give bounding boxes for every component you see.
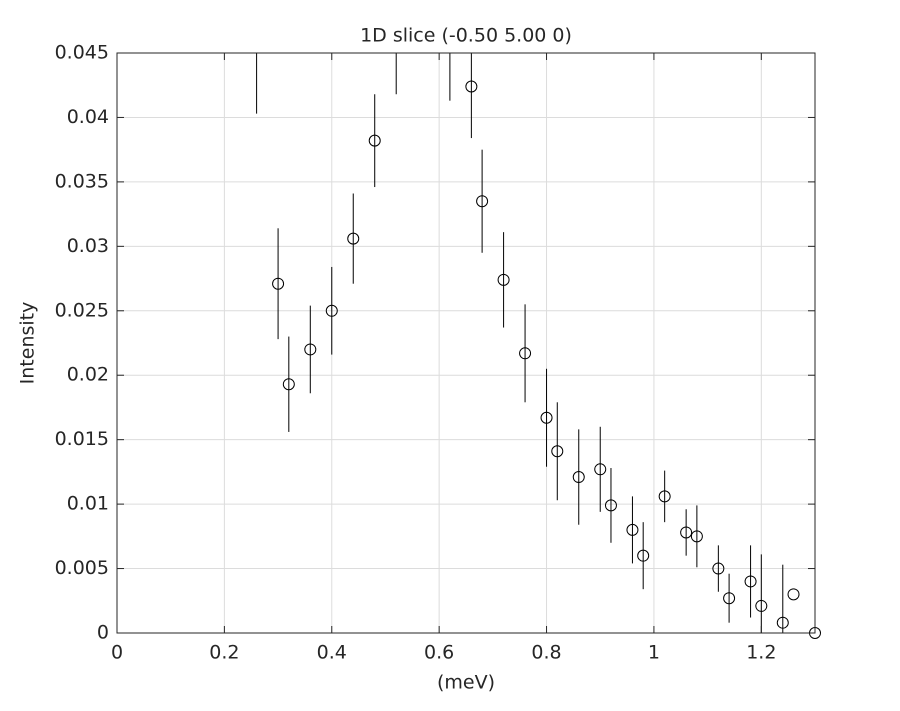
y-axis-label: Intensity <box>17 302 39 385</box>
marker <box>325 304 338 317</box>
marker <box>776 616 789 629</box>
x-tick-label: 1.2 <box>746 642 776 664</box>
y-tick-label: 0.045 <box>55 42 109 64</box>
marker <box>519 347 532 360</box>
marker <box>744 575 757 588</box>
plot-area <box>117 53 815 633</box>
marker <box>787 588 800 601</box>
marker <box>572 471 585 484</box>
x-tick-label: 0 <box>111 642 123 664</box>
x-tick-label: 0.4 <box>317 642 347 664</box>
y-tick-label: 0.025 <box>55 299 109 321</box>
x-tick-label: 0.8 <box>531 642 561 664</box>
y-tick-label: 0.005 <box>55 557 109 579</box>
y-tick-label: 0.01 <box>67 493 109 515</box>
marker <box>604 499 617 512</box>
marker <box>540 411 553 424</box>
marker <box>282 378 295 391</box>
marker <box>626 523 639 536</box>
marker <box>551 445 564 458</box>
marker <box>658 490 671 503</box>
x-axis-label: (meV) <box>437 672 495 694</box>
marker <box>637 549 650 562</box>
x-tick-label: 0.2 <box>209 642 239 664</box>
marker <box>304 343 317 356</box>
marker <box>755 599 768 612</box>
axes-box <box>116 52 816 634</box>
marker <box>347 232 360 245</box>
y-tick-label: 0 <box>97 622 109 644</box>
marker <box>712 562 725 575</box>
y-tick-label: 0.04 <box>67 106 109 128</box>
marker <box>497 273 510 286</box>
y-tick-label: 0.03 <box>67 235 109 257</box>
y-tick-label: 0.015 <box>55 428 109 450</box>
marker <box>476 195 489 208</box>
y-tick-label: 0.02 <box>67 364 109 386</box>
marker <box>723 592 736 605</box>
marker <box>680 526 693 539</box>
marker <box>594 463 607 476</box>
marker <box>690 530 703 543</box>
x-tick-label: 0.6 <box>424 642 454 664</box>
marker <box>272 277 285 290</box>
y-tick-label: 0.035 <box>55 170 109 192</box>
x-tick-label: 1 <box>648 642 660 664</box>
chart-title: 1D slice (-0.50 5.00 0) <box>360 25 572 47</box>
marker <box>465 80 478 93</box>
marker <box>368 134 381 147</box>
